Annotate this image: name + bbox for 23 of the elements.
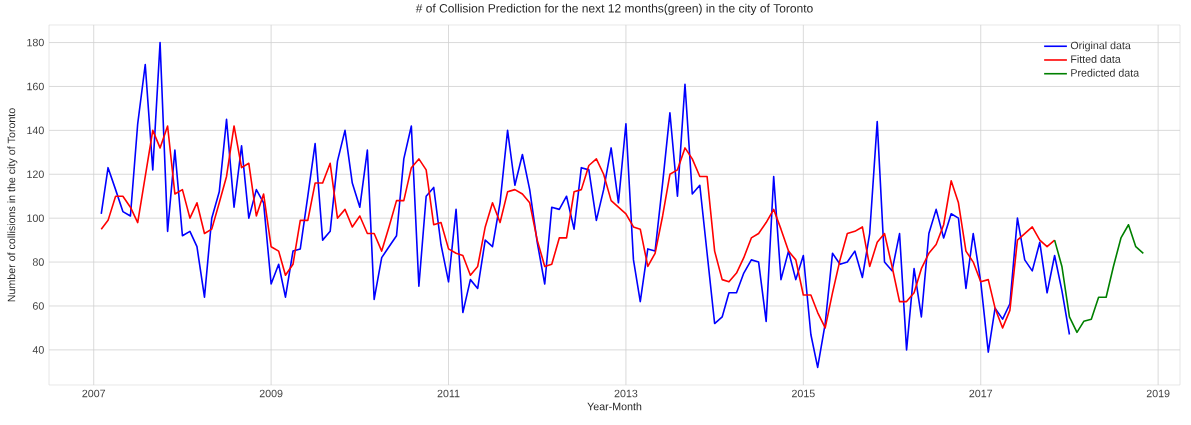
y-tick-label: 60 xyxy=(32,302,44,310)
x-tick-label: 2019 xyxy=(1146,389,1170,398)
legend-label: Original data xyxy=(1070,41,1131,52)
y-tick-label: 140 xyxy=(27,126,44,135)
y-tick-label: 40 xyxy=(32,346,44,354)
legend-label: Fitted data xyxy=(1071,55,1121,63)
x-tick-label: 2015 xyxy=(792,389,815,398)
x-tick-label: 2013 xyxy=(614,389,638,398)
x-tick-label: 2011 xyxy=(437,389,460,398)
x-tick-label: 2017 xyxy=(969,389,993,398)
y-tick-label: 100 xyxy=(27,214,44,222)
y-tick-label: 160 xyxy=(27,82,44,91)
y-axis-title: Number of collisions in the city of Toronto xyxy=(7,108,18,302)
legend-label: Predicted data xyxy=(1071,68,1140,77)
line-series xyxy=(1053,223,1145,334)
x-axis-title: Year-Month xyxy=(587,402,642,411)
y-tick-label: 120 xyxy=(27,170,44,179)
chart-title: # of Collision Prediction for the next 12 months(green) in the city of Toronto xyxy=(415,3,813,15)
x-tick-label: 2009 xyxy=(259,389,283,398)
line-series xyxy=(100,41,1071,369)
y-tick-label: 180 xyxy=(27,38,44,47)
y-tick-label: 80 xyxy=(32,258,44,266)
x-tick-label: 2007 xyxy=(82,389,106,398)
